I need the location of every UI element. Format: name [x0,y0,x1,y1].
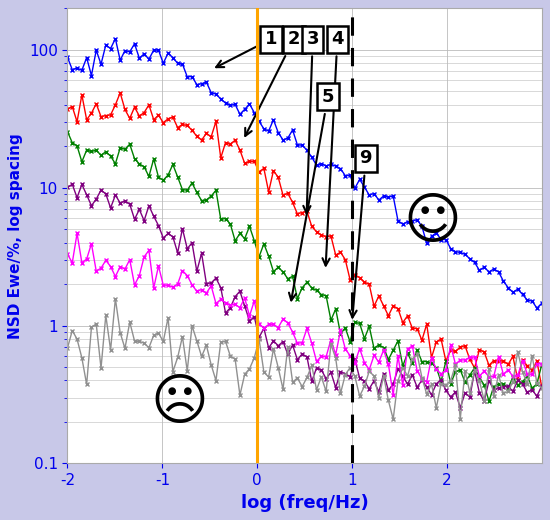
Text: 2: 2 [245,30,300,136]
Text: 9: 9 [349,149,372,318]
Y-axis label: NSD Ewe/%, log spacing: NSD Ewe/%, log spacing [8,133,23,339]
Text: 3: 3 [303,30,319,213]
Text: 5: 5 [289,88,334,301]
Text: ☹: ☹ [151,377,208,431]
Text: 4: 4 [322,30,344,266]
X-axis label: log (freq/Hz): log (freq/Hz) [241,493,368,512]
Text: ☺: ☺ [404,197,461,251]
Text: 1: 1 [216,30,277,67]
